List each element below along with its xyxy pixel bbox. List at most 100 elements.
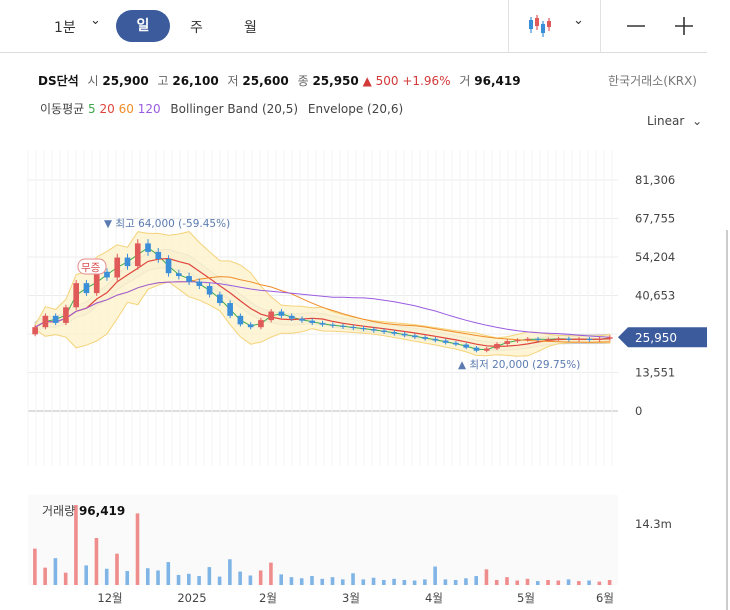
x-tick-label: 12월 <box>97 591 122 605</box>
toolbar-divider <box>600 0 601 52</box>
volume-bar <box>577 581 581 585</box>
candle-body <box>217 294 223 304</box>
interval-1min[interactable]: 1분 <box>54 20 76 36</box>
volume-bar <box>361 579 366 585</box>
volume-bar <box>135 513 140 585</box>
volume-bar <box>258 570 263 585</box>
volume-bar <box>279 574 283 585</box>
interval-week-tab[interactable]: 주 <box>190 20 203 36</box>
volume-label: 거 <box>459 74 471 88</box>
volume-bar <box>176 574 181 585</box>
candle-body <box>237 315 244 325</box>
candle-body <box>288 315 295 319</box>
candle-body <box>565 338 572 340</box>
low-value: 25,600 <box>242 74 289 88</box>
volume-bar <box>382 579 386 585</box>
chevron-down-icon[interactable]: ⌄ <box>573 13 584 28</box>
volume-bar <box>423 579 427 585</box>
volume-bar <box>443 579 448 585</box>
candle-body <box>278 311 285 316</box>
volume-bar <box>115 553 119 585</box>
volume-title-value: 96,419 <box>78 504 126 518</box>
volume-bar <box>453 579 458 585</box>
volume-bar <box>320 578 325 585</box>
interval-month-tab[interactable]: 월 <box>244 20 257 36</box>
candle-body <box>268 311 275 321</box>
close-label: 종 <box>297 74 309 88</box>
volume-bar <box>525 578 530 585</box>
candle-body <box>473 347 480 351</box>
candle-body <box>401 333 408 336</box>
volume-value: 96,419 <box>474 74 521 88</box>
candle-body <box>175 273 182 277</box>
chevron-down-icon[interactable]: ⌄ <box>90 13 101 28</box>
candle-body <box>442 340 449 343</box>
candle-body <box>227 303 233 316</box>
candle-body <box>247 324 254 328</box>
indicator-legend[interactable]: 이동평균 5 20 60 120 Bollinger Band (20,5) E… <box>40 100 403 117</box>
candle-body <box>483 348 490 351</box>
y-tick-label: 40,653 <box>635 289 675 303</box>
candle-body <box>329 324 336 326</box>
candlestick-icon[interactable] <box>526 12 554 40</box>
ma120-label: 120 <box>137 102 161 116</box>
volume-bar <box>145 568 150 585</box>
candle-body <box>422 337 428 339</box>
candle-body <box>576 338 582 340</box>
toolbar-divider <box>508 0 509 52</box>
volume-bar <box>433 566 437 585</box>
volume-bar <box>371 577 376 585</box>
scale-mode-label: Linear <box>647 114 685 128</box>
scale-mode-dropdown[interactable]: Linear ⌄ <box>647 114 702 128</box>
interval-day-tab[interactable]: 일 <box>116 10 170 42</box>
candle-body <box>124 257 131 267</box>
candle-body <box>299 318 305 321</box>
y-tick-label: 13,551 <box>635 366 675 380</box>
open-label: 시 <box>87 74 99 88</box>
candle-body <box>514 339 521 342</box>
high-label: 고 <box>157 74 169 88</box>
bollinger-band-area <box>34 231 611 357</box>
candle-body <box>319 322 326 325</box>
chevron-down-icon: ⌄ <box>692 114 703 128</box>
candle-body <box>545 339 552 341</box>
volume-max-label: 14.3m <box>635 517 672 531</box>
candle-body <box>63 307 69 323</box>
volume-title-label: 거래량 <box>42 504 76 518</box>
zoom-out-icon[interactable] <box>622 12 650 40</box>
y-tick-label: 54,204 <box>635 250 675 264</box>
candle-body <box>381 330 387 333</box>
volume-bar <box>392 578 396 585</box>
volume-bar <box>546 579 550 585</box>
volume-bar <box>53 558 58 585</box>
candle-body <box>258 320 264 328</box>
change-percent: +1.96% <box>402 74 451 88</box>
y-tick-label: 0 <box>635 404 642 418</box>
close-value: 25,950 <box>312 74 359 88</box>
volume-bar <box>474 576 478 585</box>
volume-bar <box>299 578 304 585</box>
candle-body <box>114 257 121 278</box>
volume-bar <box>166 562 171 585</box>
envelope-label: Envelope (20,6) <box>307 102 404 116</box>
low-label: 저 <box>227 74 239 88</box>
volume-bar <box>197 576 201 585</box>
candle-body <box>586 338 593 340</box>
bollinger-label: Bollinger Band (20,5) <box>170 102 299 116</box>
exchange-label: 한국거래소(KRX) <box>608 74 697 88</box>
candle-body <box>73 283 80 308</box>
volume-bar <box>248 575 253 585</box>
volume-bar <box>33 548 37 585</box>
candle-body <box>494 343 500 349</box>
candle-body <box>370 329 377 331</box>
x-tick-label: 6월 <box>596 591 614 605</box>
volume-bar <box>535 581 540 585</box>
candle-body <box>350 326 357 329</box>
candle-body <box>535 338 541 340</box>
candle-body <box>596 338 603 340</box>
y-tick-label: 67,755 <box>635 212 675 226</box>
volume-bar <box>217 576 222 585</box>
volume-title: 거래량 96,419 <box>42 502 125 519</box>
zoom-in-icon[interactable] <box>670 12 698 40</box>
